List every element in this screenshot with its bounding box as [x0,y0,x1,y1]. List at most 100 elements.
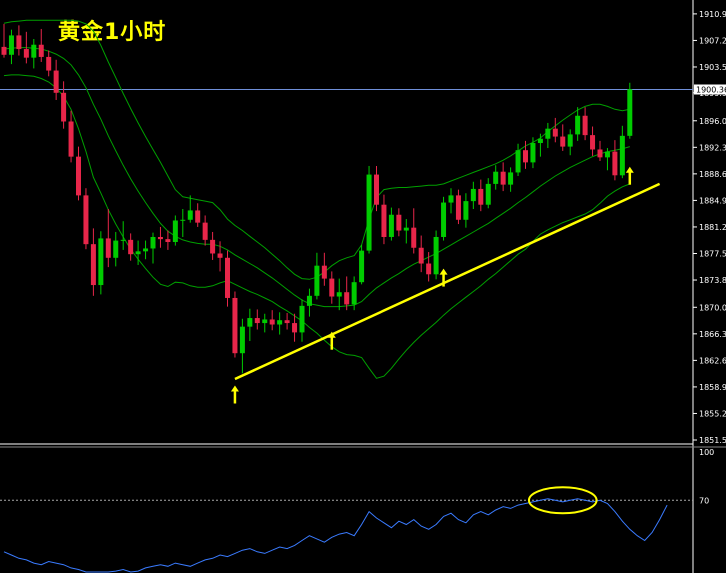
bollinger-bands [3,19,630,379]
candle-body [470,188,476,202]
candle [321,252,327,286]
rsi-tick-label: 70 [699,496,709,505]
candle [560,124,566,151]
candle-body [336,292,342,297]
candle-body [612,151,618,176]
candle [426,252,432,282]
bollinger-lower [3,74,630,379]
candle-body [53,70,59,93]
y-tick-label: 1888.60 [699,170,726,179]
candle [582,107,588,141]
candle [515,143,521,177]
candle [68,110,74,163]
candle [105,209,111,268]
candle-body [284,320,290,324]
y-tick-label: 1855.20 [699,409,726,418]
candle [381,194,387,245]
candle [53,59,59,100]
up-arrow-icon [327,331,336,350]
candle [612,140,618,181]
candle-body [508,172,514,185]
y-tick-label: 1892.30 [699,143,726,152]
candle-body [619,135,625,176]
candle [172,215,178,246]
up-arrow-icon [230,385,239,404]
candle-body [210,239,216,254]
candle-body [202,222,208,240]
candle [478,179,484,212]
candle [448,188,454,214]
candle-body [314,265,320,296]
candle-body [545,128,551,139]
candle [113,231,119,267]
candle-body [76,156,81,196]
bollinger-middle [3,47,630,308]
y-tick-label: 1870.00 [699,303,726,312]
candle [1,23,7,58]
candle [120,221,126,250]
candle-body [262,319,268,324]
overbought-highlight [527,486,598,515]
candle-body [180,219,186,221]
candle [403,219,409,244]
candle [195,203,201,227]
candle [277,312,283,335]
candle [500,162,506,192]
candle-body [627,89,633,136]
candle [143,240,149,260]
candle [98,231,104,295]
candle [590,126,596,156]
candle-body [61,92,67,122]
candle [314,252,320,300]
candle [433,230,439,280]
up-arrow-icon [439,268,448,287]
candle-body [143,248,149,252]
candle [232,291,238,358]
candle-body [217,253,223,258]
candle [8,29,14,65]
rsi-line [3,498,668,573]
candle-body [463,201,469,220]
candle [16,25,22,56]
candle-body [604,151,610,158]
candle-body [232,297,238,354]
candle-body [552,128,558,137]
candle-body [485,183,491,205]
candle-body [321,265,327,279]
candle-body [567,134,573,147]
candle-body [128,239,134,255]
candle-body [329,278,335,297]
candle [418,235,424,273]
candle [530,137,536,169]
candle-body [46,56,52,71]
candle-body [411,227,417,248]
candle [508,167,514,192]
y-tick-label: 1858.90 [699,383,726,392]
candle [187,195,193,223]
candle-body [165,239,171,243]
candle [604,148,610,171]
candle [269,310,275,331]
y-tick-label: 1873.80 [699,276,726,285]
candle [575,107,581,141]
up-arrow-icon [625,166,634,185]
chart-title: 黄金1小时 [58,20,167,45]
candle [619,125,625,179]
candle-body [582,115,588,136]
candle-body [23,49,29,58]
candle [284,313,290,330]
candle [61,81,67,129]
y-tick-label: 1862.60 [699,356,726,365]
candle-body [135,251,141,255]
candle-body [448,195,454,203]
candle [470,181,476,210]
support-trendline [234,182,661,381]
candle [597,140,603,161]
candle [396,208,402,237]
up-arrow-head [327,331,336,338]
candle [165,230,171,250]
candle [537,133,543,157]
up-arrow-head [625,166,634,173]
candle [76,146,81,201]
